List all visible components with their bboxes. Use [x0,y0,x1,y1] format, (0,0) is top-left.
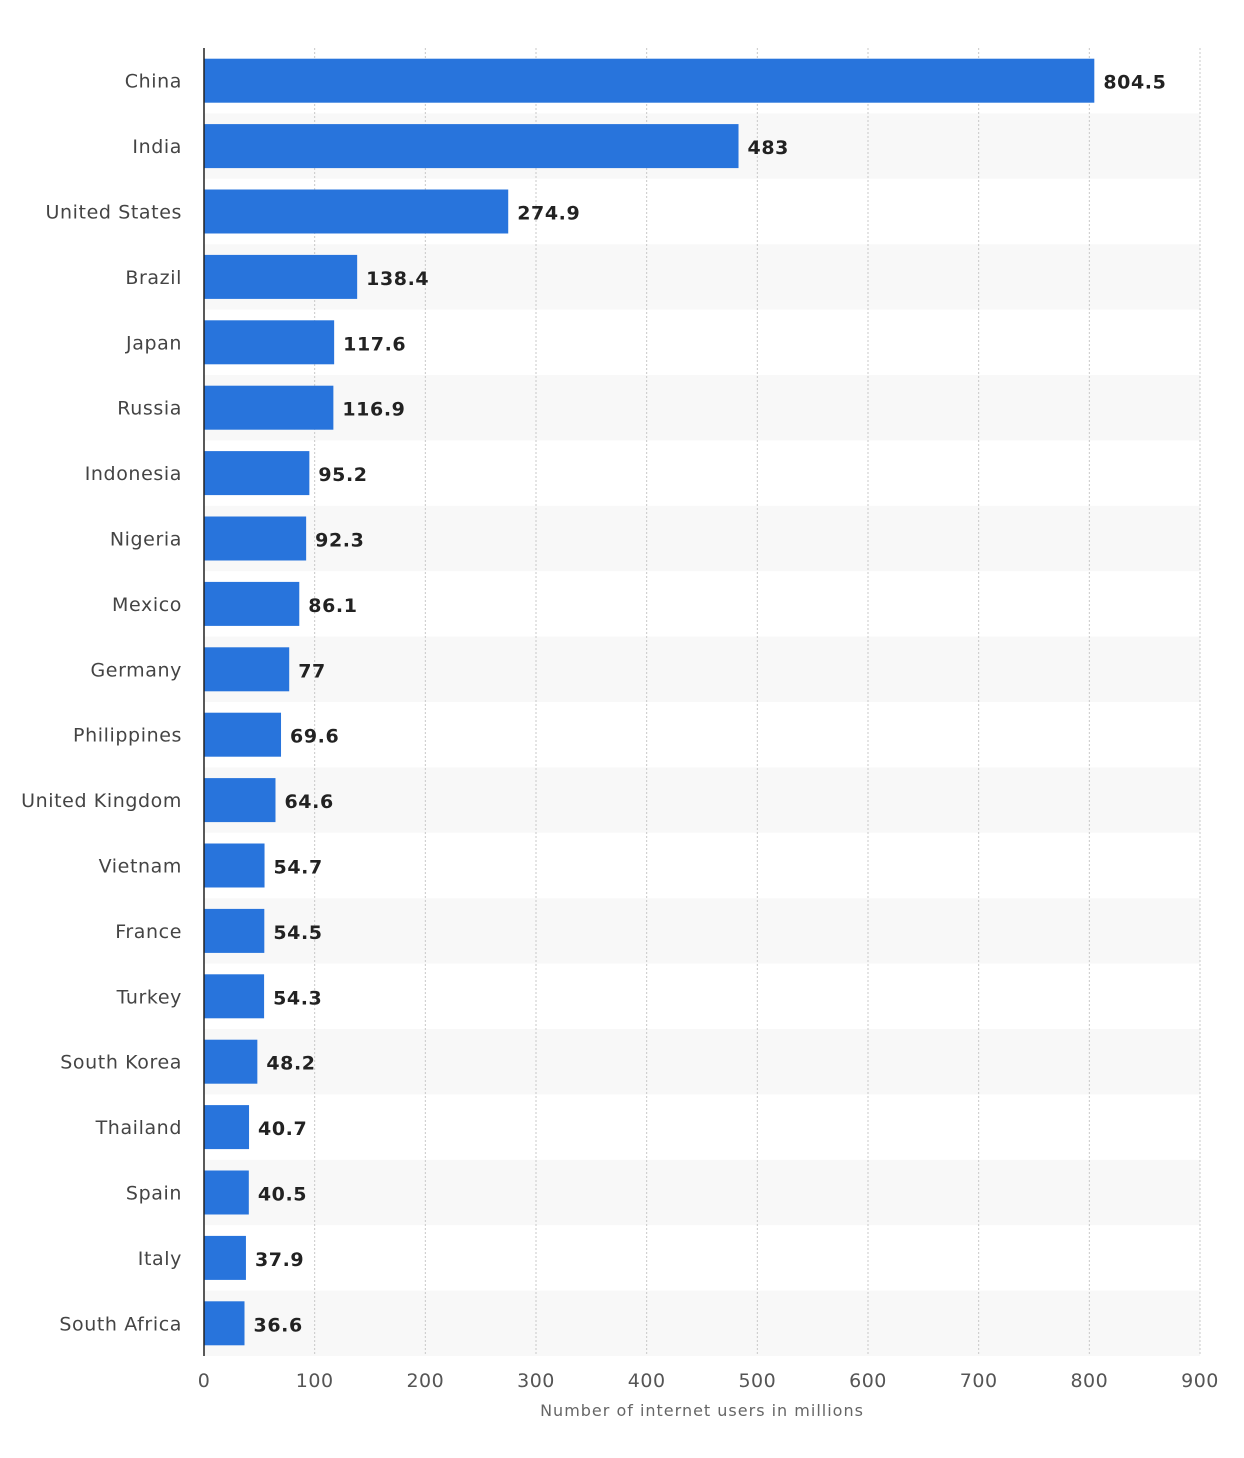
x-axis-title: Number of internet users in millions [540,1401,864,1420]
bar [204,1105,250,1150]
x-tick-label: 700 [960,1370,998,1392]
value-label: 86.1 [308,595,357,617]
bar [204,1235,246,1280]
category-label: China [125,71,182,93]
grid-lines [314,48,1201,1356]
row-bands [204,113,1200,1356]
category-labels: China India United States Brazil Japan Russia… [21,71,182,1336]
bars [204,58,1095,1346]
value-label: 64.6 [284,791,333,813]
bar [204,189,509,234]
bar [204,843,265,888]
category-label: Russia [117,398,182,420]
value-label: 77 [298,660,326,682]
value-labels: 804.5 483 274.9 138.4 117.6 116.9 95.2 92.3 86.1… [254,72,1166,1337]
value-label: 36.6 [254,1314,303,1336]
value-label: 483 [748,137,789,159]
category-label: Mexico [112,594,182,616]
category-label: France [115,921,182,943]
value-label: 37.9 [255,1249,304,1271]
x-tick-label: 900 [1181,1370,1219,1392]
bar [204,516,307,561]
row-band [204,767,1200,833]
row-band [204,1290,1200,1356]
row-band [204,244,1200,310]
value-label: 54.5 [273,922,322,944]
category-label: Indonesia [85,463,182,485]
bar [204,1301,245,1346]
category-label: United States [46,202,182,224]
value-label: 92.3 [315,530,364,552]
category-label: India [132,136,182,158]
row-band [204,375,1200,441]
category-label: Brazil [125,267,182,289]
x-tick-label: 300 [517,1370,555,1392]
bar [204,712,282,757]
category-label: Japan [125,332,182,354]
value-label: 40.5 [258,1184,307,1206]
bar [204,254,358,299]
bar [204,974,265,1019]
row-band [204,898,1200,964]
value-label: 117.6 [343,333,406,355]
category-label: Thailand [95,1117,182,1139]
value-label: 48.2 [266,1053,315,1075]
value-label: 804.5 [1103,72,1166,94]
category-label: Vietnam [99,856,182,878]
row-band [204,1029,1200,1095]
value-label: 116.9 [342,399,405,421]
bar [204,1170,249,1215]
category-label: Nigeria [110,529,182,551]
bar [204,320,335,365]
value-label: 274.9 [517,203,580,225]
category-label: Italy [138,1248,182,1270]
bar [204,778,276,823]
value-label: 69.6 [290,726,339,748]
category-label: United Kingdom [21,790,182,812]
x-tick-label: 100 [296,1370,334,1392]
x-axis-ticks: 0 100 200 300 400 500 600 700 800 900 [198,1370,1219,1392]
bar [204,581,300,626]
x-tick-label: 400 [628,1370,666,1392]
x-tick-label: 600 [849,1370,887,1392]
bar [204,58,1095,103]
value-label: 138.4 [366,268,429,290]
category-label: Spain [126,1183,182,1205]
value-label: 95.2 [318,464,367,486]
value-label: 54.7 [274,857,323,879]
bar [204,124,739,169]
bar [204,647,290,692]
bar [204,385,334,430]
x-tick-label: 200 [406,1370,444,1392]
category-label: Germany [90,659,182,681]
x-tick-label: 800 [1070,1370,1108,1392]
bar [204,1039,258,1084]
row-band [204,636,1200,702]
row-band [204,1159,1200,1226]
bar [204,451,310,496]
x-tick-label: 0 [198,1370,211,1392]
category-label: South Africa [59,1313,182,1335]
value-label: 40.7 [258,1118,307,1140]
category-label: Turkey [116,986,182,1008]
row-band [204,505,1200,572]
bar [204,908,265,953]
value-label: 54.3 [273,987,322,1009]
x-tick-label: 500 [738,1370,776,1392]
category-label: Philippines [73,725,182,747]
category-label: South Korea [60,1052,182,1074]
